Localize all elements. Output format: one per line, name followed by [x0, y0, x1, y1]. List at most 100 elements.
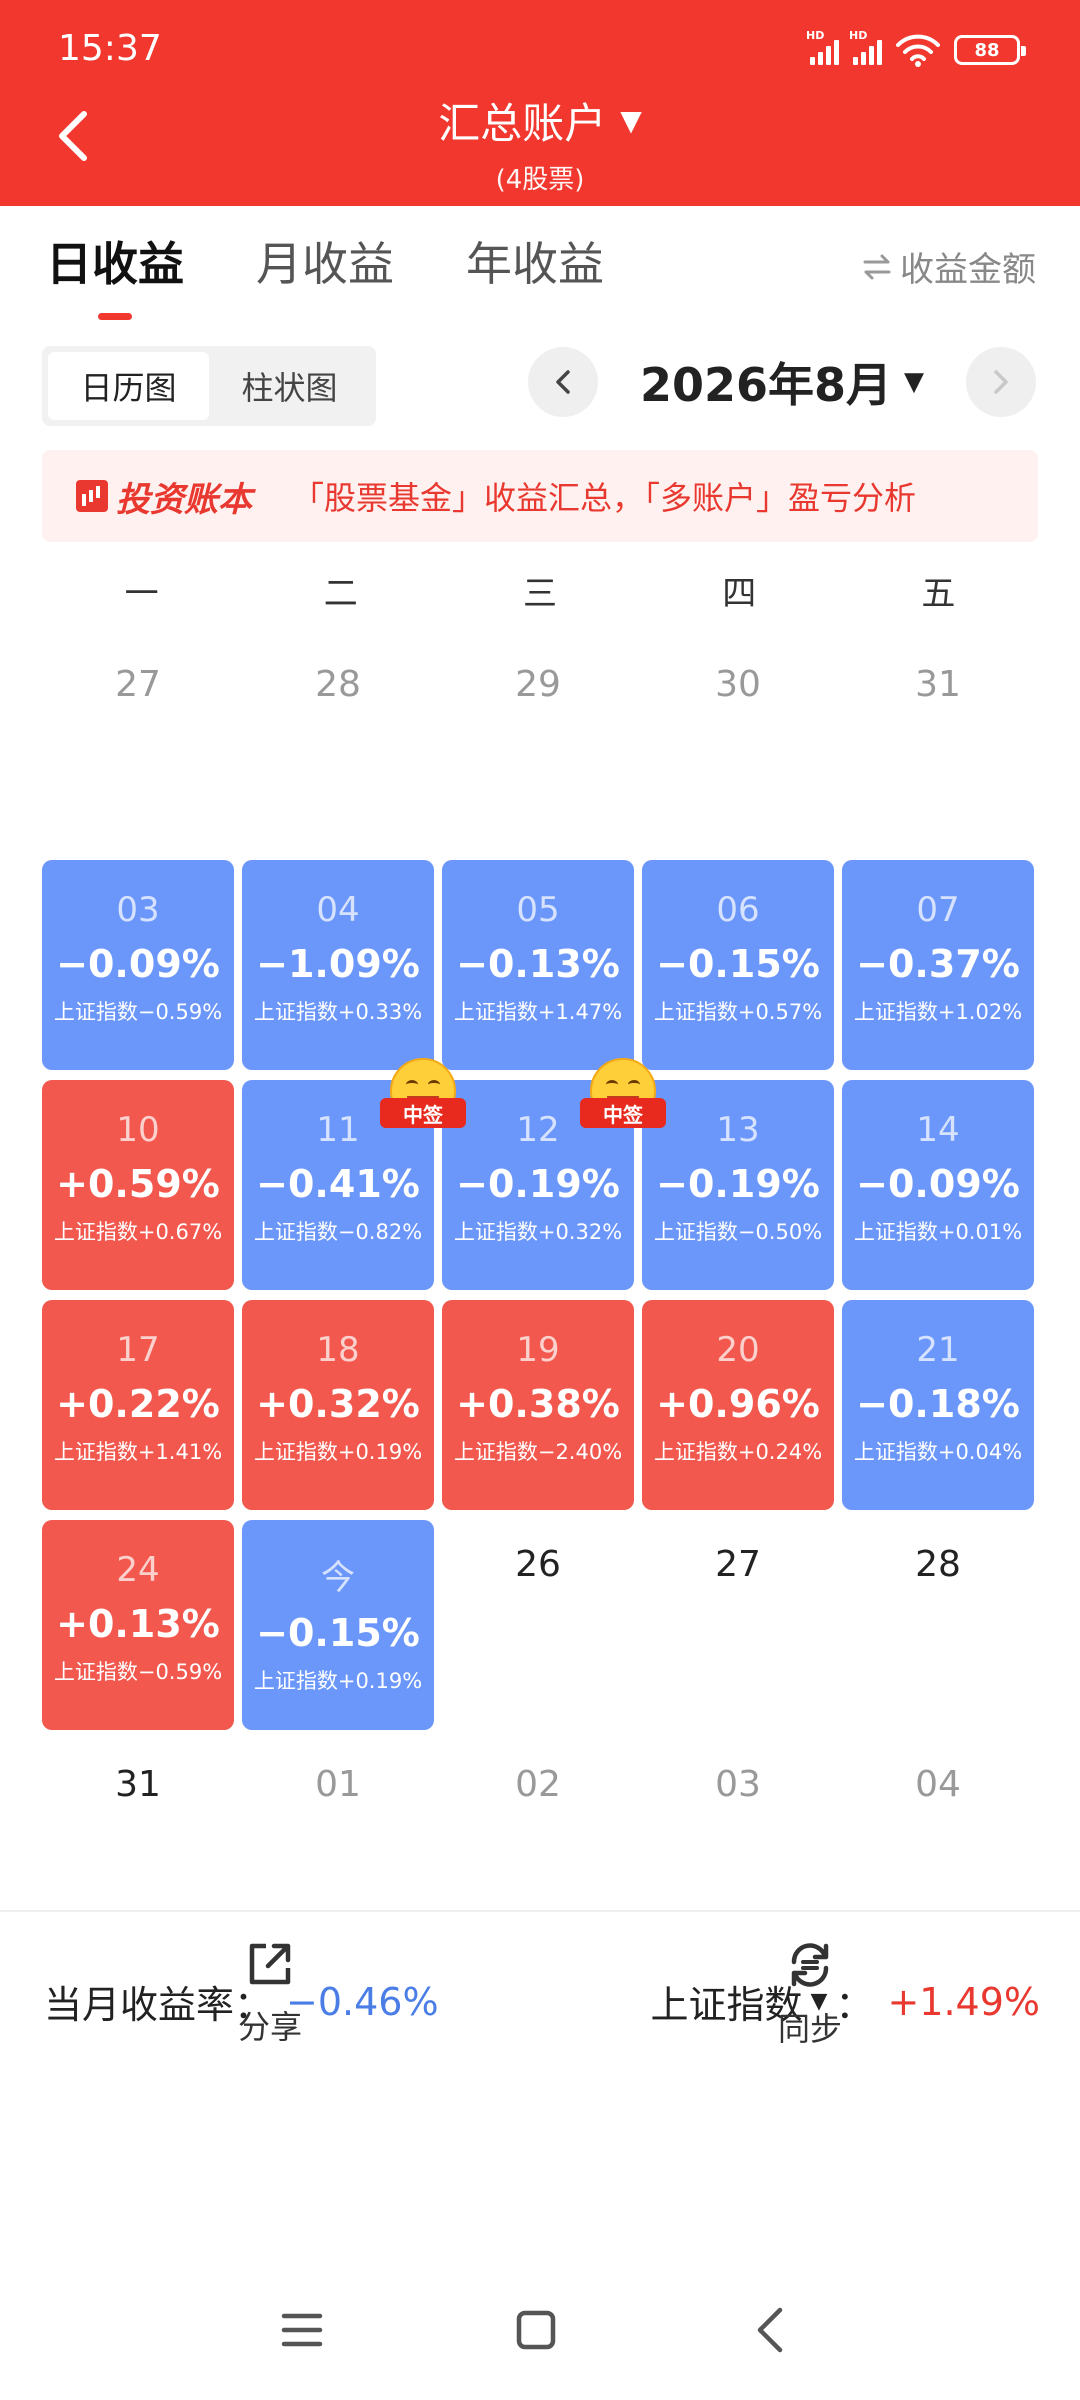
day-return: −0.15% [656, 942, 820, 986]
day-index-change: 上证指数+0.67% [53, 1220, 223, 1244]
day-return: −1.09% [256, 942, 420, 986]
tab-monthly[interactable]: 月收益 [256, 237, 394, 291]
calendar-grid: 27 28 29 30 31 03 −0.09% 上证指数−0.59% 04 −1.09% 上证指数… [42, 640, 1042, 1960]
swap-icon [863, 254, 891, 279]
month-return-label: 当月收益率： [44, 1983, 273, 2027]
day-number: 04 [316, 890, 360, 930]
day-number: 06 [716, 890, 760, 930]
next-month-button[interactable] [965, 347, 1036, 417]
calendar-day-cell[interactable]: 29 [442, 640, 634, 850]
month-return-value: −0.46% [286, 1979, 439, 2024]
calendar-day-cell[interactable]: 19 +0.38% 上证指数−2.40% [442, 1300, 634, 1510]
month-navigator: 2026年8月 ▼ [528, 346, 1036, 418]
calendar-day-cell[interactable]: 01 [242, 1740, 434, 1950]
share-button[interactable]: 分享 [170, 1940, 370, 2048]
calendar-day-cell[interactable]: 18 +0.32% 上证指数+0.19% [242, 1300, 434, 1510]
calendar-day-cell[interactable]: 17 +0.22% 上证指数+1.41% [42, 1300, 234, 1510]
day-return: −0.09% [56, 942, 220, 986]
calendar-day-cell[interactable]: 今 −0.15% 上证指数+0.19% [242, 1520, 434, 1730]
tab-yearly[interactable]: 年收益 [466, 237, 604, 291]
banner-text: 「股票基金」收益汇总，「多账户」盈亏分析 [292, 479, 917, 517]
weekday-header: 一 二 三 四 五 [42, 566, 1038, 615]
day-return: +0.59% [56, 1162, 220, 1206]
calendar-day-cell[interactable]: 02 [442, 1740, 634, 1950]
calendar-day-cell[interactable]: 21 −0.18% 上证指数+0.04% [842, 1300, 1034, 1510]
weekday-label: 四 [722, 574, 757, 614]
wifi-icon [896, 34, 940, 67]
day-return: −0.19% [656, 1162, 820, 1206]
index-value: +1.49% [887, 1979, 1040, 2024]
calendar-day-cell[interactable]: 28 [842, 1520, 1034, 1730]
calendar-week: 27 28 29 30 31 [42, 640, 1042, 860]
day-number: 28 [915, 1544, 961, 1585]
calendar-day-cell[interactable]: 31 [42, 1740, 234, 1950]
main-panel: 日收益 月收益 年收益 收益金额 日历图 柱状图 2026年8月 ▼ [0, 206, 1080, 2400]
day-number: 31 [115, 1764, 161, 1805]
sync-button[interactable]: 同步 [710, 1940, 910, 2050]
home-button[interactable] [506, 2300, 566, 2360]
day-number: 05 [516, 890, 560, 930]
battery-icon: 88 [954, 35, 1026, 65]
app-header: 15:37 HD HD 88 汇总账户 ▼ (4股票) [0, 0, 1080, 206]
day-index-change: 上证指数+0.01% [853, 1220, 1023, 1244]
lottery-win-badge: 中签 [380, 1058, 466, 1140]
index-selector[interactable]: 上证指数 ▼ ： +1.49% [650, 1974, 1040, 2029]
calendar-day-cell[interactable]: 31 [842, 640, 1034, 850]
day-index-change: 上证指数−0.59% [53, 1660, 223, 1684]
day-return: +0.96% [656, 1382, 820, 1426]
calendar-day-cell[interactable]: 04 −1.09% 上证指数+0.33% [242, 860, 434, 1070]
day-return: −0.37% [856, 942, 1020, 986]
prev-month-button[interactable] [528, 347, 598, 417]
day-number: 20 [716, 1330, 760, 1370]
day-number: 30 [715, 664, 761, 705]
day-return: −0.09% [856, 1162, 1020, 1206]
menu-button[interactable] [272, 2300, 332, 2360]
calendar-day-cell[interactable]: 04 [842, 1740, 1034, 1950]
system-navigation-bar [0, 2290, 1080, 2370]
calendar-day-cell[interactable]: 13 −0.19% 上证指数−0.50% [642, 1080, 834, 1290]
promo-banner[interactable]: 投资账本 「股票基金」收益汇总，「多账户」盈亏分析 [42, 450, 1038, 542]
calendar-view-button[interactable]: 日历图 [48, 352, 209, 420]
calendar-day-cell[interactable]: 20 +0.96% 上证指数+0.24% [642, 1300, 834, 1510]
account-selector[interactable]: 汇总账户 ▼ (4股票) [0, 90, 1080, 196]
day-number: 18 [316, 1330, 360, 1370]
calendar-day-cell[interactable]: 26 [442, 1520, 634, 1730]
system-back-button[interactable] [740, 2300, 800, 2360]
status-icons: HD HD 88 [806, 29, 1026, 70]
chevron-right-icon [994, 370, 1008, 394]
day-number: 03 [116, 890, 160, 930]
back-arrow-icon[interactable] [52, 106, 96, 166]
day-index-change: 上证指数−0.50% [653, 1220, 823, 1244]
badge-label: 中签 [580, 1098, 666, 1128]
month-selector[interactable]: 2026年8月 ▼ [640, 349, 924, 415]
metric-toggle-button[interactable]: 收益金额 [862, 242, 1036, 291]
calendar-week: 17 +0.22% 上证指数+1.41% 18 +0.32% 上证指数+0.19% 19 +0… [42, 1300, 1042, 1520]
calendar-day-cell[interactable]: 27 [42, 640, 234, 850]
calendar-day-cell[interactable]: 03 −0.09% 上证指数−0.59% [42, 860, 234, 1070]
calendar-day-cell[interactable]: 07 −0.37% 上证指数+1.02% [842, 860, 1034, 1070]
day-return: +0.22% [56, 1382, 220, 1426]
calendar-day-cell[interactable]: 28 [242, 640, 434, 850]
day-index-change: 上证指数+0.57% [653, 1000, 823, 1024]
metric-toggle-label: 收益金额 [900, 250, 1036, 290]
calendar-day-cell[interactable]: 06 −0.15% 上证指数+0.57% [642, 860, 834, 1070]
day-number: 19 [516, 1330, 560, 1370]
calendar-day-cell[interactable]: 14 −0.09% 上证指数+0.01% [842, 1080, 1034, 1290]
calendar-day-cell[interactable]: 05 −0.13% 上证指数+1.47% [442, 860, 634, 1070]
calendar-day-cell[interactable]: 27 [642, 1520, 834, 1730]
calendar-day-cell[interactable]: 10 +0.59% 上证指数+0.67% [42, 1080, 234, 1290]
calendar-day-cell[interactable]: 24 +0.13% 上证指数−0.59% [42, 1520, 234, 1730]
tab-daily[interactable]: 日收益 [46, 228, 184, 308]
day-index-change: 上证指数+0.32% [453, 1220, 623, 1244]
bar-view-button[interactable]: 柱状图 [241, 369, 338, 407]
day-number: 27 [115, 664, 161, 705]
day-index-change: 上证指数+1.41% [53, 1440, 223, 1464]
chevron-left-icon [556, 370, 570, 394]
day-number: 13 [716, 1110, 760, 1150]
day-return: +0.38% [456, 1382, 620, 1426]
day-index-change: 上证指数−0.59% [53, 1000, 223, 1024]
calendar-day-cell[interactable]: 30 [642, 640, 834, 850]
divider [0, 1910, 1080, 1912]
calendar-day-cell[interactable]: 03 [642, 1740, 834, 1950]
day-index-change: 上证指数+0.04% [853, 1440, 1023, 1464]
